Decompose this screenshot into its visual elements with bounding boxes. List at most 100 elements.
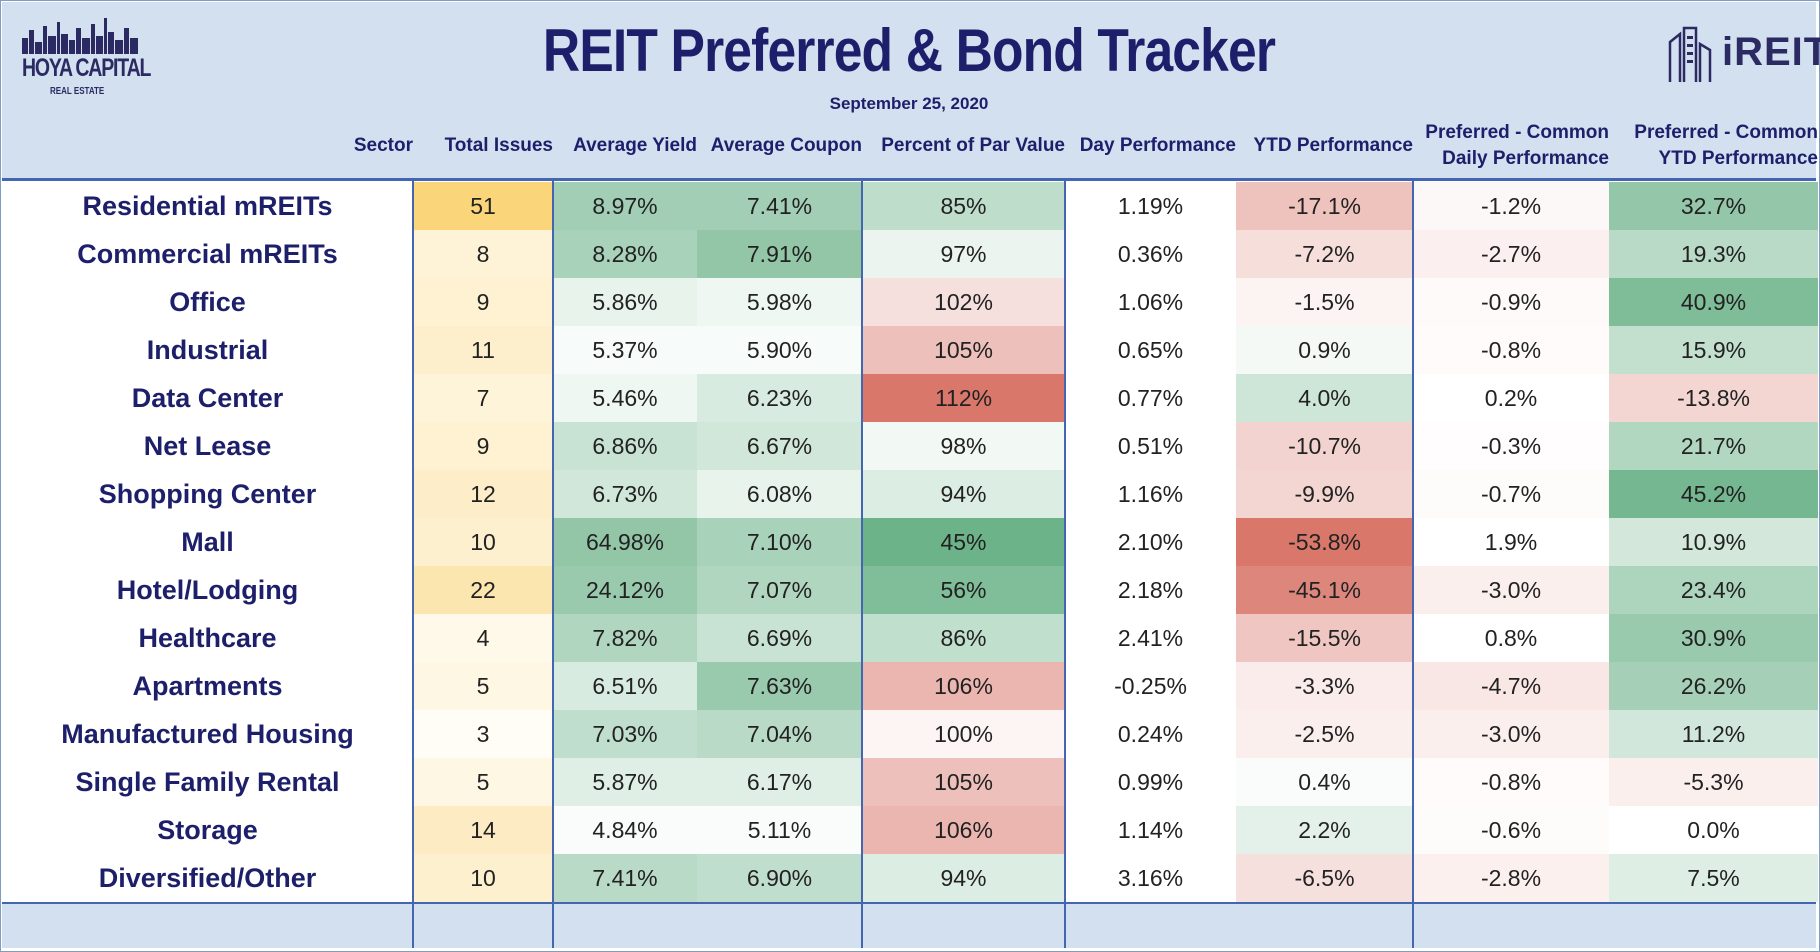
table-cell-ytd: -3.3% — [1236, 662, 1413, 710]
table-cell-coupon: 6.17% — [697, 758, 862, 806]
sector-label: Office — [169, 286, 246, 317]
table-cell-pc-ytd: 11.2% — [1609, 710, 1818, 758]
table-cell-pc-ytd: 7.5% — [1609, 854, 1818, 902]
table-cell-issues: 3 — [413, 710, 553, 758]
column-header-ytd: YTD Performance — [1236, 118, 1413, 174]
table-cell-par: 97% — [862, 230, 1065, 278]
table-cell-par: 45% — [862, 518, 1065, 566]
table-cell-coupon: 6.23% — [697, 374, 862, 422]
column-separator — [1064, 178, 1066, 948]
table-cell-par: 100% — [862, 710, 1065, 758]
table-cell-par: 106% — [862, 806, 1065, 854]
sector-label: Mall — [181, 526, 234, 557]
table-cell-day: 3.16% — [1117, 864, 1184, 891]
table-cell-ytd: -53.8% — [1236, 518, 1413, 566]
table-cell-yield: 4.84% — [553, 806, 697, 854]
column-header-line: Total Issues — [444, 135, 553, 156]
table-cell-ytd: -1.5% — [1236, 278, 1413, 326]
column-separator — [1412, 178, 1414, 948]
sector-label: Hotel/Lodging — [116, 574, 299, 605]
table-cell-issues: 5 — [413, 662, 553, 710]
table-cell-par: 98% — [862, 422, 1065, 470]
ireit-building-icon — [1668, 26, 1712, 82]
table-cell-day: 1.19% — [1117, 192, 1184, 219]
table-cell-yield: 6.86% — [553, 422, 697, 470]
table-cell-coupon: 6.90% — [697, 854, 862, 902]
column-separator — [861, 178, 863, 948]
table-cell-pc-daily: 0.8% — [1413, 614, 1609, 662]
table-cell-pc-ytd: 45.2% — [1609, 470, 1818, 518]
sector-label: Industrial — [146, 334, 269, 365]
table-cell-pc-daily: -0.3% — [1413, 422, 1609, 470]
table-cell-pc-ytd: 10.9% — [1609, 518, 1818, 566]
table-cell-day: 1.14% — [1117, 816, 1184, 843]
table-cell-yield: 5.87% — [553, 758, 697, 806]
sector-label: Single Family Rental — [75, 766, 340, 797]
table-cell-issues: 12 — [413, 470, 553, 518]
table-cell-pc-ytd: -5.3% — [1609, 758, 1818, 806]
table-cell-issues: 8 — [413, 230, 553, 278]
table-cell-coupon: 7.91% — [697, 230, 862, 278]
table-cell-yield: 6.73% — [553, 470, 697, 518]
table-cell-par: 112% — [862, 374, 1065, 422]
hoya-capital-logo: HOYA CAPITAL REAL ESTATE — [20, 16, 151, 98]
table-cell-coupon: 7.63% — [697, 662, 862, 710]
table-cell-ytd: -6.5% — [1236, 854, 1413, 902]
column-header-line: Preferred - Common — [1425, 122, 1609, 143]
table-cell-pc-ytd: 21.7% — [1609, 422, 1818, 470]
table-cell-day: 1.06% — [1117, 288, 1184, 315]
skyline-icon — [22, 18, 138, 54]
sector-label: Diversified/Other — [98, 862, 317, 893]
column-header-line: YTD Performance — [1658, 148, 1818, 169]
table-cell-pc-ytd: -13.8% — [1609, 374, 1818, 422]
table-cell-pc-ytd: 40.9% — [1609, 278, 1818, 326]
table-cell-ytd: -2.5% — [1236, 710, 1413, 758]
table-cell-pc-ytd: 32.7% — [1609, 182, 1818, 230]
table-cell-ytd: -9.9% — [1236, 470, 1413, 518]
table-cell-day: 2.10% — [1117, 528, 1184, 555]
table-cell-ytd: -17.1% — [1236, 182, 1413, 230]
table-cell-pc-daily: -3.0% — [1413, 566, 1609, 614]
sector-label: Shopping Center — [98, 478, 317, 509]
table-cell-ytd: 0.4% — [1236, 758, 1413, 806]
table-cell-ytd: -45.1% — [1236, 566, 1413, 614]
table-cell-day: 0.36% — [1117, 240, 1184, 267]
table-cell-coupon: 7.04% — [697, 710, 862, 758]
table-cell-issues: 14 — [413, 806, 553, 854]
table-cell-coupon: 7.07% — [697, 566, 862, 614]
table-cell-day: 0.99% — [1117, 768, 1184, 795]
table-cell-pc-ytd: 15.9% — [1609, 326, 1818, 374]
table-cell-issues: 10 — [413, 854, 553, 902]
ireit-logo-text: iREIT — [1722, 30, 1820, 74]
logo-sub-text: REAL ESTATE — [50, 86, 105, 97]
header-band: HOYA CAPITAL REAL ESTATE REIT Preferred … — [2, 2, 1820, 178]
table-cell-ytd: 2.2% — [1236, 806, 1413, 854]
table-cell-pc-ytd: 30.9% — [1609, 614, 1818, 662]
table-cell-coupon: 5.90% — [697, 326, 862, 374]
table-cell-yield: 5.86% — [553, 278, 697, 326]
column-header-par: Percent of Par Value — [862, 118, 1065, 174]
table-cell-pc-daily: -0.7% — [1413, 470, 1609, 518]
table-cell-pc-ytd: 23.4% — [1609, 566, 1818, 614]
page-title: REIT Preferred & Bond Tracker — [542, 17, 1276, 84]
header-divider — [2, 178, 1816, 181]
table-cell-pc-daily: 0.2% — [1413, 374, 1609, 422]
table-cell-ytd: -10.7% — [1236, 422, 1413, 470]
table-cell-issues: 7 — [413, 374, 553, 422]
table-cell-issues: 5 — [413, 758, 553, 806]
table-cell-coupon: 6.08% — [697, 470, 862, 518]
column-header-line: Day Performance — [1079, 135, 1236, 156]
sector-label: Storage — [157, 814, 258, 845]
table-cell-issues: 11 — [413, 326, 553, 374]
table-cell-par: 106% — [862, 662, 1065, 710]
table-cell-pc-daily: -2.7% — [1413, 230, 1609, 278]
column-header-line: YTD Performance — [1253, 135, 1413, 156]
column-separator — [552, 178, 554, 948]
table-cell-issues: 22 — [413, 566, 553, 614]
report-date: September 25, 2020 — [829, 94, 989, 113]
table-cell-par: 86% — [862, 614, 1065, 662]
table-cell-pc-ytd: 0.0% — [1609, 806, 1818, 854]
table-cell-coupon: 6.67% — [697, 422, 862, 470]
table-cell-yield: 64.98% — [553, 518, 697, 566]
table-cell-par: 102% — [862, 278, 1065, 326]
